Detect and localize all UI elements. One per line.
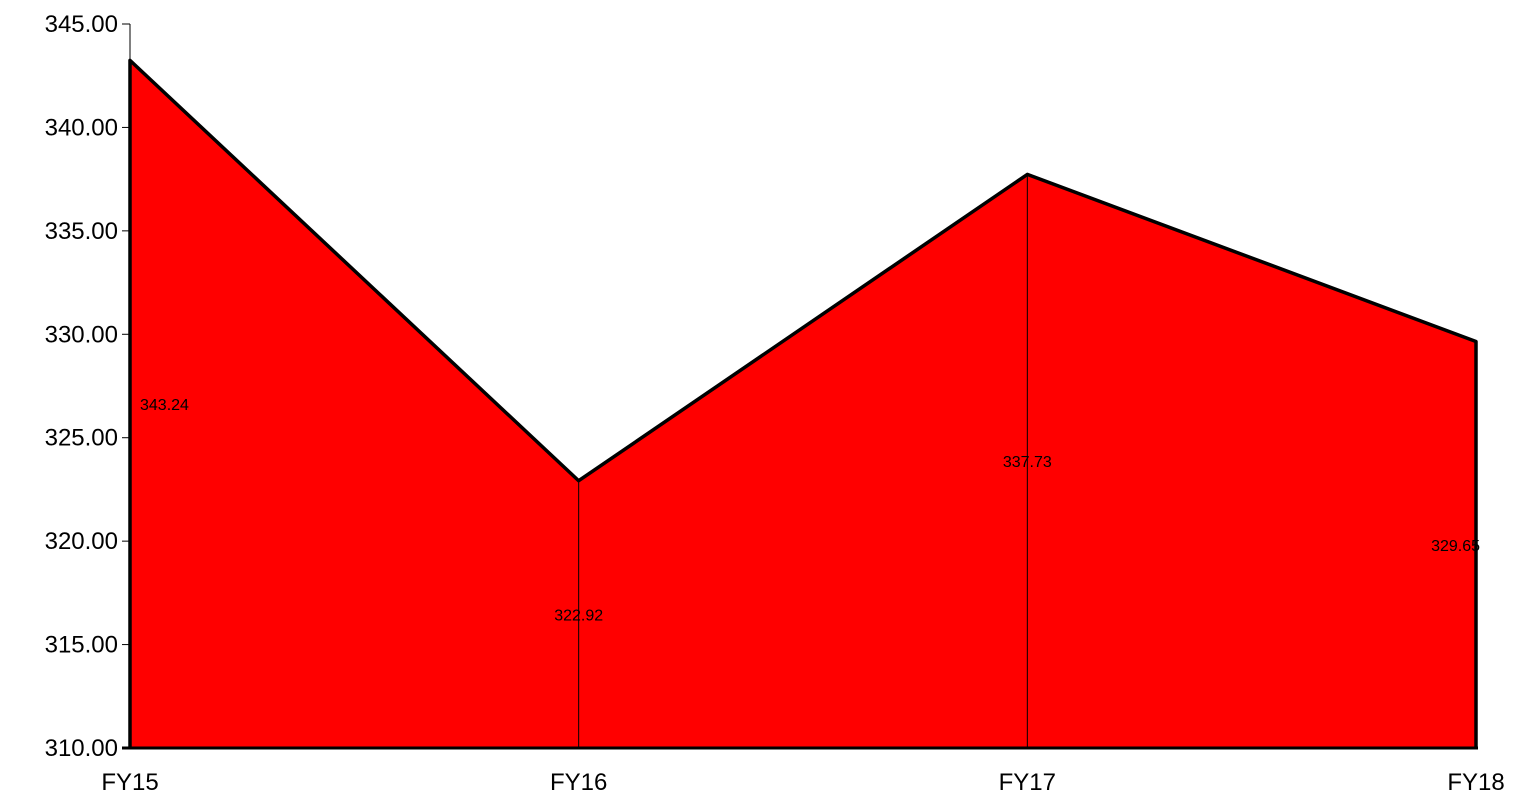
axes [122,24,1478,750]
data-label: 329.65 [1431,538,1480,555]
data-labels: 343.24 322.92 337.73 329.65 [140,397,1480,624]
data-label: 337.73 [1003,454,1052,471]
y-tick-label: 340.00 [45,114,118,141]
x-tick-label: FY15 [101,769,158,796]
y-tick-label: 320.00 [45,528,118,555]
x-tick-label: FY17 [999,769,1056,796]
y-ticks: 310.00 315.00 320.00 325.00 330.00 335.00 340.… [45,11,130,762]
y-tick-label: 310.00 [45,735,118,762]
x-ticks: FY15 FY16 FY17 FY18 [101,769,1504,796]
y-tick-label: 335.00 [45,218,118,245]
x-tick-label: FY18 [1447,769,1504,796]
data-label: 343.24 [140,397,189,414]
area-layer [130,60,1476,748]
y-tick-label: 345.00 [45,11,118,38]
y-tick-label: 315.00 [45,632,118,659]
data-label: 322.92 [554,607,603,624]
area-fill [130,60,1476,748]
y-tick-label: 325.00 [45,425,118,452]
x-tick-label: FY16 [550,769,607,796]
y-tick-label: 330.00 [45,321,118,348]
